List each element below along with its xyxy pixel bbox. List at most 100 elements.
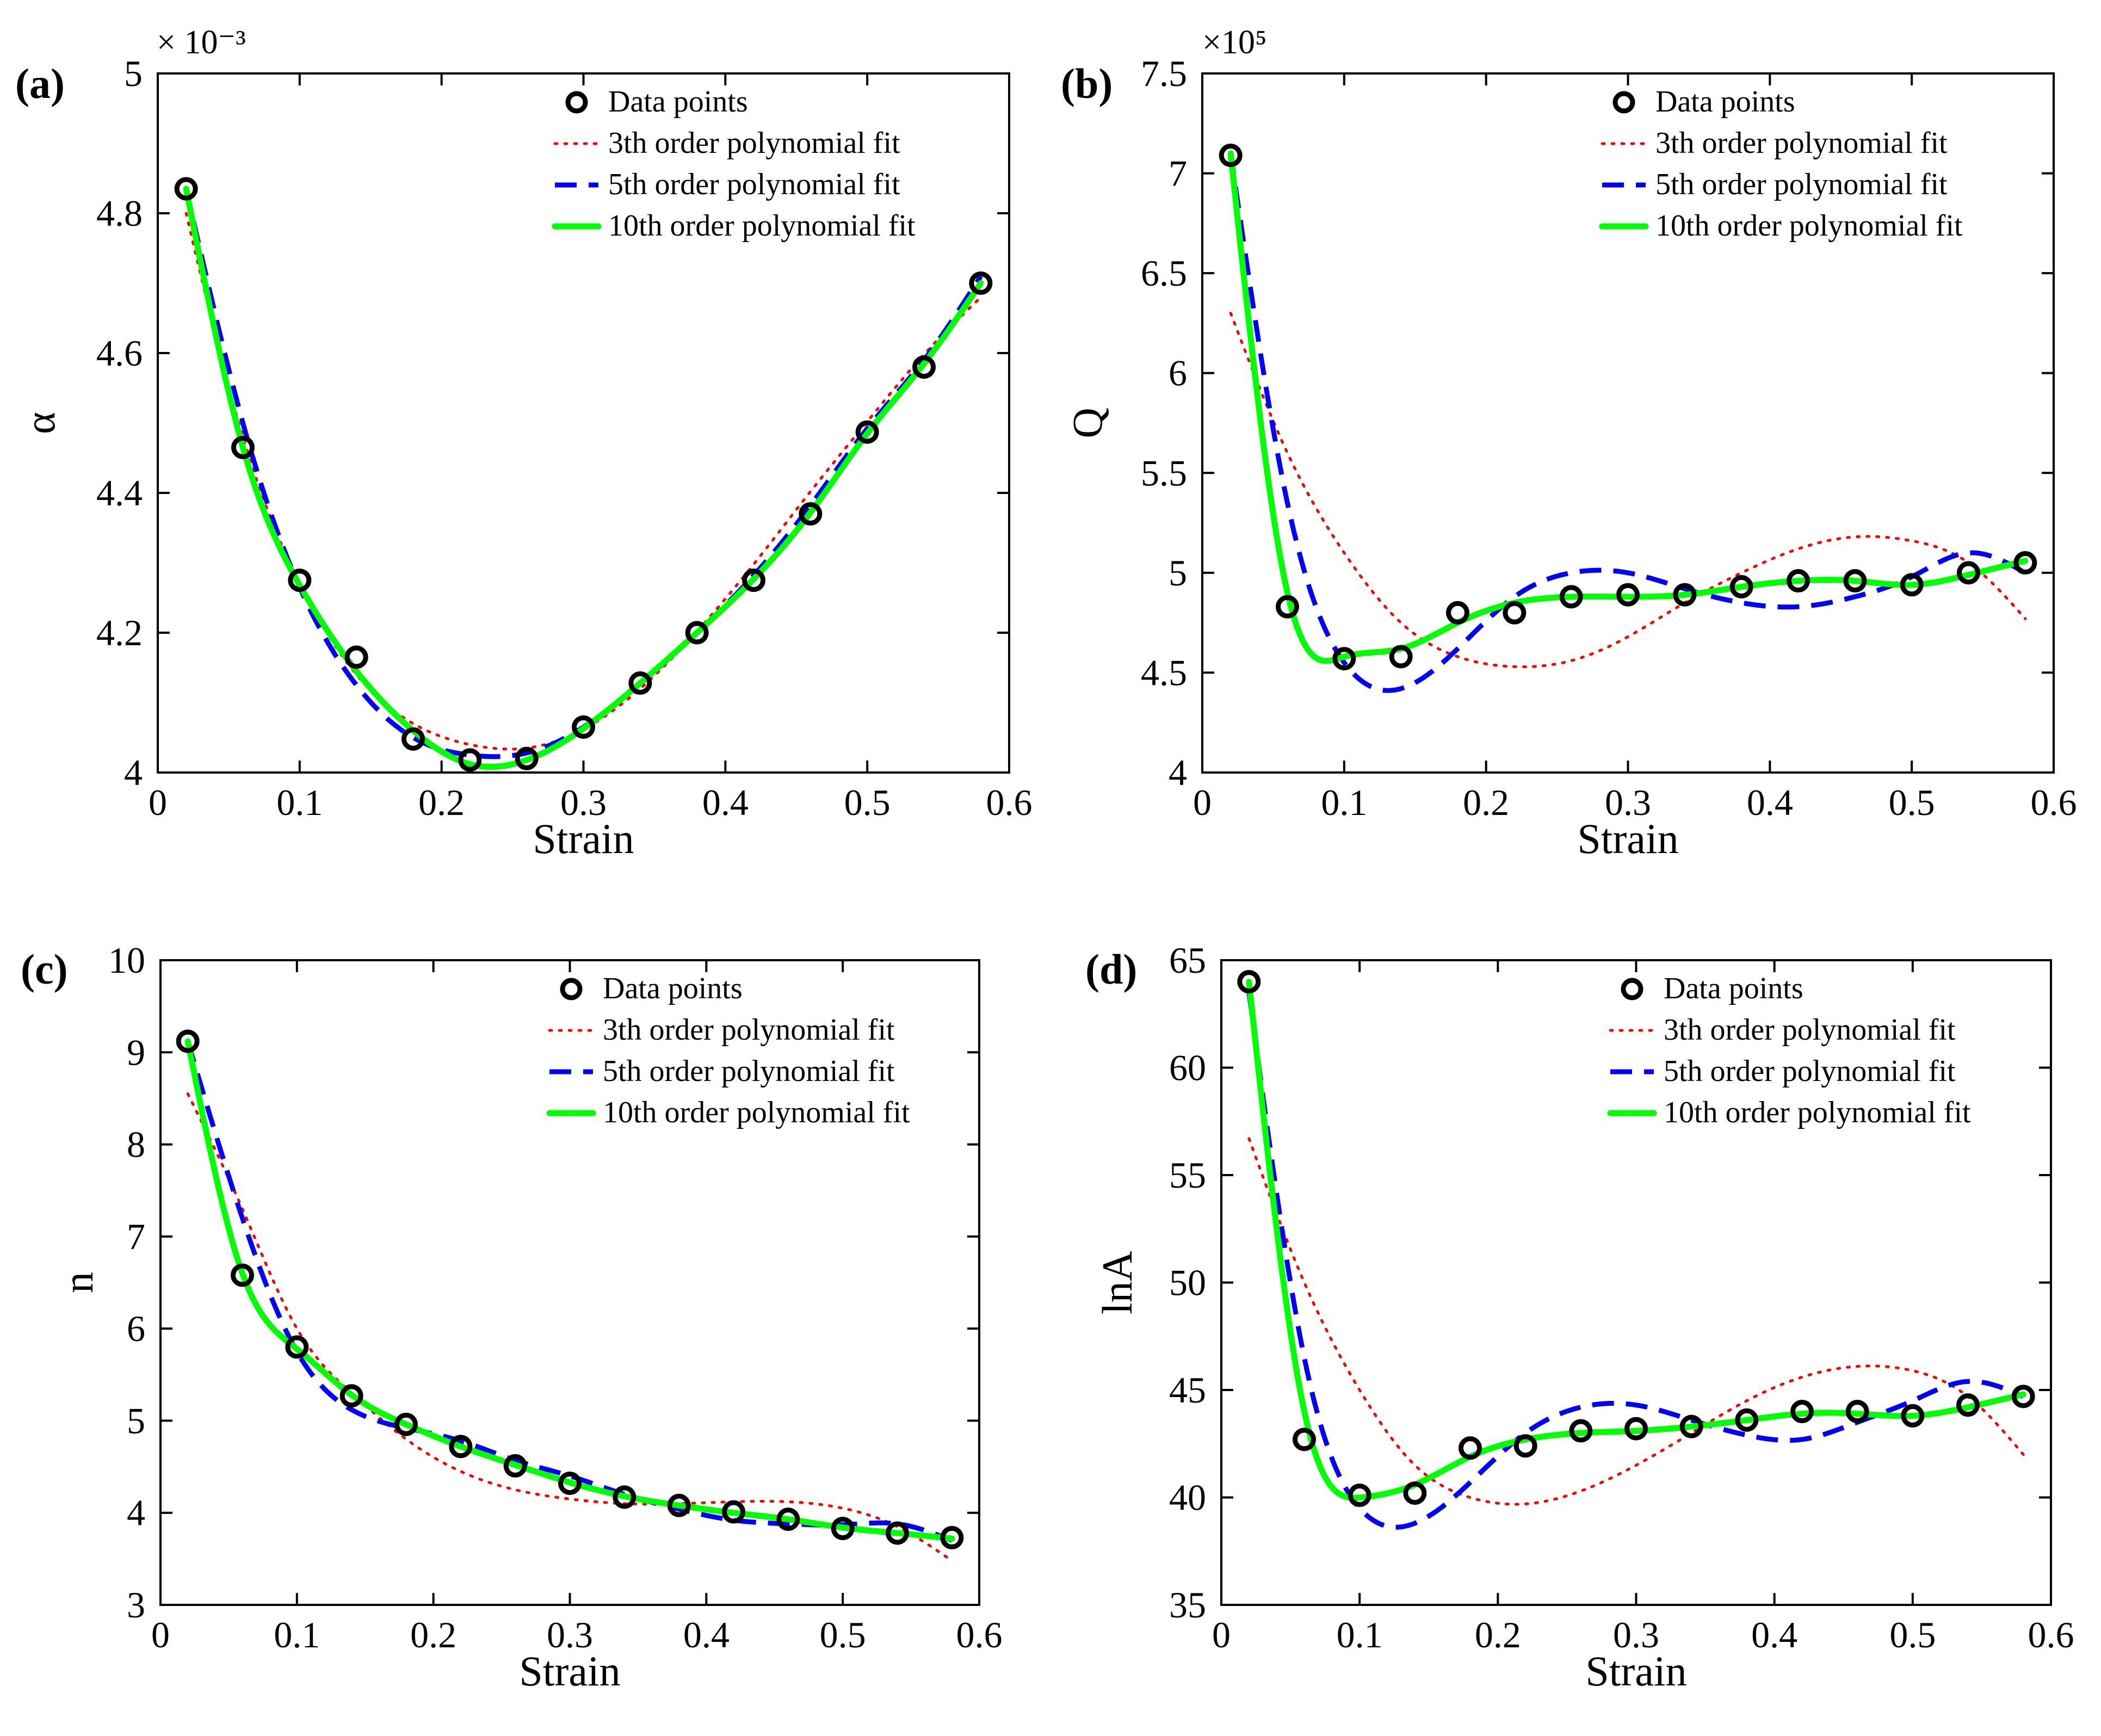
data-point <box>667 1493 691 1517</box>
y-tick-label: 7 <box>1169 153 1187 194</box>
x-axis-label: Strain <box>1585 1647 1686 1695</box>
fit-curves <box>1246 979 2026 1530</box>
data-point <box>231 1263 254 1287</box>
series-line-fit3 <box>184 212 982 751</box>
y-tick-label: 4.8 <box>96 193 143 234</box>
data-point <box>1446 601 1469 625</box>
data-point <box>742 569 765 592</box>
x-tick-label: 0.6 <box>986 782 1033 823</box>
y-tick-label: 3 <box>127 1584 145 1626</box>
data-point <box>503 1454 527 1478</box>
data-point <box>1332 647 1356 671</box>
y-axis-label: lnA <box>1093 1251 1141 1314</box>
y-tick-label: 4.2 <box>96 612 143 653</box>
chart-panel-4: 0 0.1 0.2 0.3 0.4 0.5 0.6 35 40 45 50 55 60 65 Strain l… <box>1085 940 2074 1695</box>
x-tick-label: 0.3 <box>1613 1614 1659 1655</box>
series-line-fit3 <box>1229 312 2027 669</box>
x-tick-label: 0.6 <box>2031 782 2077 823</box>
data-point <box>940 1525 964 1549</box>
legend: Data points 3th order polynomial fit 5th o… <box>1607 972 1971 1129</box>
y-tick-label: 6 <box>1169 353 1187 394</box>
data-point <box>1616 583 1640 607</box>
x-tick-label: 0.3 <box>1605 782 1651 823</box>
x-tick-label: 0.5 <box>820 1614 866 1655</box>
legend: Data points 3th order polynomial fit 5th o… <box>1599 85 1963 243</box>
data-point <box>1459 1436 1482 1460</box>
data-point <box>886 1521 909 1545</box>
y-tick-label: 4.4 <box>96 472 143 514</box>
data-point <box>912 355 936 379</box>
x-tick-label: 0.6 <box>2028 1614 2074 1655</box>
x-tick-label: 0.5 <box>844 782 891 823</box>
data-point <box>285 1335 309 1359</box>
legend-label-data: Data points <box>608 85 748 119</box>
data-point <box>1900 573 1924 597</box>
y-tick-label: 4 <box>124 752 143 793</box>
x-tick-label: 0.1 <box>274 1614 320 1655</box>
x-tick-label: 0.2 <box>418 782 465 823</box>
x-tick-label: 0.5 <box>1889 782 1935 823</box>
data-point <box>231 435 255 459</box>
data-point <box>1624 1417 1648 1441</box>
data-point <box>174 177 198 201</box>
x-axis-label: Strain <box>533 815 634 862</box>
fit-curves <box>184 1038 955 1562</box>
data-point <box>572 715 595 739</box>
data-point <box>969 271 993 295</box>
data-point <box>1559 585 1583 609</box>
x-tick-label: 0.3 <box>547 1614 593 1655</box>
legend-marker-data <box>560 978 583 1000</box>
data-point <box>1403 1481 1427 1505</box>
legend-marker-data <box>565 91 588 114</box>
series-line-fit5 <box>183 188 983 759</box>
x-tick-label: 0.5 <box>1889 1614 1936 1655</box>
data-point <box>1790 1400 1814 1423</box>
x-tick-label: 0.4 <box>1751 1614 1797 1655</box>
data-point <box>558 1472 582 1496</box>
y-tick-label: 60 <box>1169 1047 1206 1089</box>
panel-label: (c) <box>21 946 68 993</box>
data-point <box>401 727 425 751</box>
data-point <box>1503 601 1527 625</box>
x-tick-label: 0.2 <box>1463 782 1509 823</box>
data-point <box>1276 595 1299 619</box>
legend-label-fit3: 3th order polynomial fit <box>603 1013 895 1047</box>
chart-panel-1: 0 0.1 0.2 0.3 0.4 0.5 0.6 4 4.2 4.4 4.6 4.8 5 Strain α… <box>15 24 1033 862</box>
data-point <box>1735 1408 1759 1432</box>
data-point <box>394 1412 418 1436</box>
data-point <box>2013 551 2037 574</box>
panel-label: (b) <box>1061 60 1113 107</box>
y-tick-label: 40 <box>1169 1477 1206 1518</box>
legend-label-fit10: 10th order polynomial fit <box>608 209 916 243</box>
x-tick-label: 0.2 <box>410 1614 456 1655</box>
legend-label-fit5: 5th order polynomial fit <box>1655 168 1948 201</box>
y-tick-label: 55 <box>1169 1154 1206 1196</box>
data-point <box>449 1435 473 1459</box>
x-tick-label: 0 <box>1193 782 1212 823</box>
x-axis-label: Strain <box>519 1647 620 1695</box>
y-axis-label: α <box>16 412 64 434</box>
x-tick-label: 0 <box>1212 1614 1231 1655</box>
legend-label-fit10: 10th order polynomial fit <box>1664 1096 1971 1129</box>
x-tick-label: 0.4 <box>702 782 749 823</box>
data-point <box>685 621 709 645</box>
x-tick-label: 0.3 <box>560 782 607 823</box>
y-tick-label: 10 <box>108 940 145 981</box>
data-point <box>1513 1434 1537 1458</box>
data-point <box>628 671 652 695</box>
series-line-fit3 <box>1247 1137 2025 1506</box>
legend-label-fit3: 3th order polynomial fit <box>1655 126 1948 160</box>
x-tick-label: 0 <box>151 1614 170 1655</box>
y-tick-label: 7 <box>127 1216 145 1257</box>
data-point <box>515 746 539 770</box>
legend-label-fit5: 5th order polynomial fit <box>603 1054 895 1088</box>
data-point <box>1956 1393 1980 1417</box>
axis-exponent-label: ×10⁵ <box>1202 24 1267 61</box>
y-tick-label: 5 <box>127 1400 145 1441</box>
data-point <box>1901 1404 1925 1428</box>
chart-panel-2: 0 0.1 0.2 0.3 0.4 0.5 0.6 4 4.5 5 5.5 6 6.5 7 7.5 Strai… <box>1061 24 2077 862</box>
y-tick-label: 9 <box>127 1031 145 1073</box>
series-line-fit5 <box>1246 992 2024 1530</box>
x-tick-label: 0.1 <box>1321 782 1367 823</box>
